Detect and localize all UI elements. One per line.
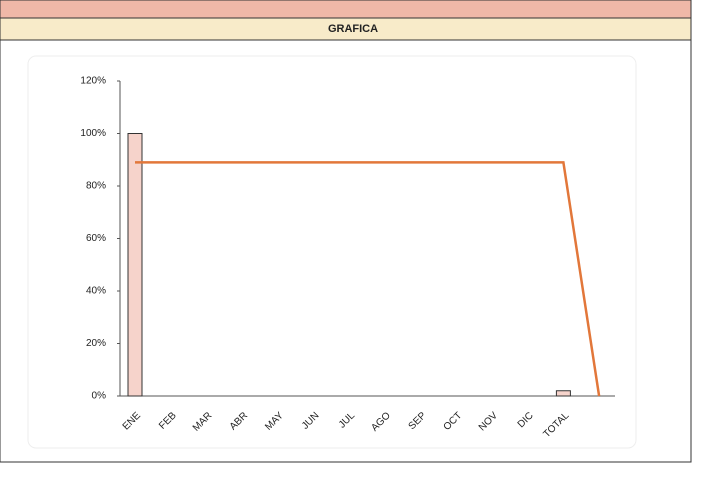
y-tick-label: 20%: [86, 338, 106, 349]
bar: [127, 133, 143, 397]
y-tick-label: 60%: [86, 233, 106, 244]
bar: [555, 390, 571, 397]
chart-title: GRAFICA: [328, 23, 378, 35]
y-tick-label: 120%: [80, 76, 106, 87]
plot-frame: [27, 55, 637, 449]
line: [135, 161, 601, 397]
y-tick-label: 0%: [92, 391, 107, 402]
y-tick-label: 40%: [86, 286, 106, 297]
y-tick-label: 80%: [86, 181, 106, 192]
top-band: [0, 0, 692, 19]
y-tick-label: 100%: [80, 128, 106, 139]
